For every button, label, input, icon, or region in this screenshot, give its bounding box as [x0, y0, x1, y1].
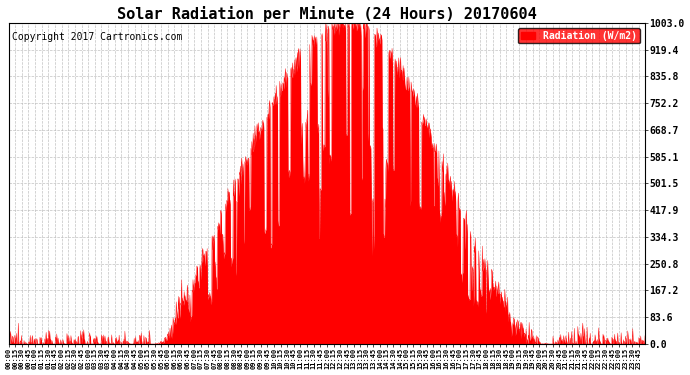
Title: Solar Radiation per Minute (24 Hours) 20170604: Solar Radiation per Minute (24 Hours) 20… [117, 6, 537, 21]
Legend: Radiation (W/m2): Radiation (W/m2) [518, 28, 640, 44]
Text: Copyright 2017 Cartronics.com: Copyright 2017 Cartronics.com [12, 32, 182, 42]
